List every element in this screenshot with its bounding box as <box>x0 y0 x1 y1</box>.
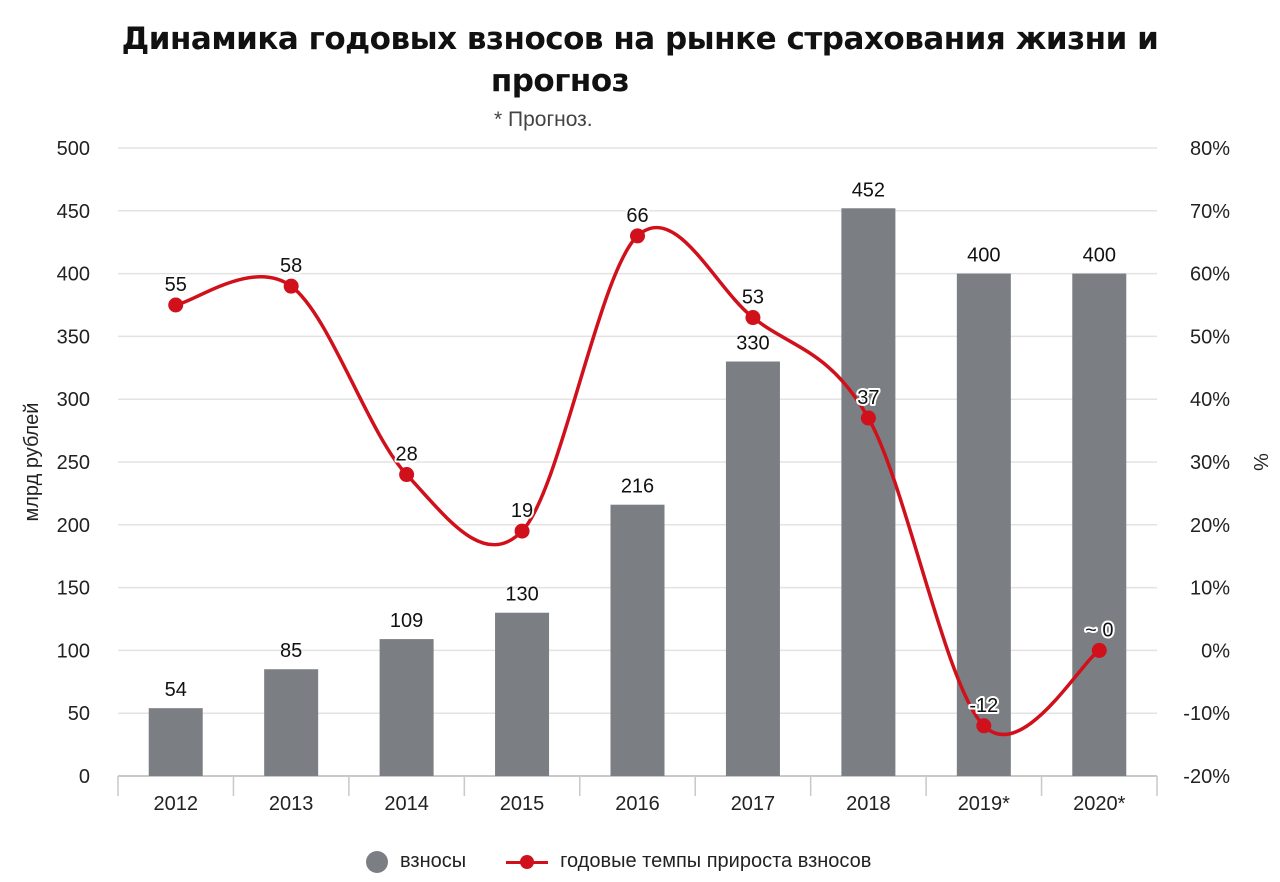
bar <box>379 639 434 776</box>
growth-point <box>1091 642 1107 658</box>
y2-tick-label: 60% <box>1190 264 1230 286</box>
growth-point <box>976 718 992 734</box>
y2-axis-title: % <box>1249 453 1271 471</box>
y2-tick-label: 20% <box>1190 515 1230 537</box>
bar <box>956 273 1011 776</box>
y2-tick-label: 40% <box>1190 389 1230 411</box>
y2-tick-label: 30% <box>1190 452 1230 474</box>
growth-point <box>399 467 415 483</box>
y2-tick-label: 70% <box>1190 201 1230 223</box>
y-tick-label: 450 <box>57 201 90 223</box>
y-tick-label: 200 <box>57 515 90 537</box>
y-tick-label: 100 <box>57 640 90 662</box>
growth-point <box>168 297 184 313</box>
bar-value-label: 452 <box>852 179 885 201</box>
bar <box>148 708 203 776</box>
y2-tick-label: 80% <box>1190 138 1230 160</box>
x-tick-label: 2016 <box>615 793 660 815</box>
y2-tick-label: 50% <box>1190 326 1230 348</box>
bar-value-label: 400 <box>1083 245 1116 267</box>
legend-item-bars: взносы <box>366 850 466 873</box>
y-tick-label: 350 <box>57 326 90 348</box>
y2-tick-label: 0% <box>1201 640 1230 662</box>
bar-value-label: 216 <box>621 476 654 498</box>
x-tick-label: 2020* <box>1073 793 1125 815</box>
x-tick-label: 2012 <box>153 793 198 815</box>
bar <box>610 504 665 776</box>
bar-value-label: 400 <box>967 245 1000 267</box>
growth-value-label: 66 <box>626 205 648 227</box>
y-tick-label: 250 <box>57 452 90 474</box>
bar <box>725 361 780 776</box>
growth-point <box>860 410 876 426</box>
y-tick-label: 300 <box>57 389 90 411</box>
x-tick-label: 2013 <box>269 793 314 815</box>
y-axis-title: млрд рублей <box>21 403 43 522</box>
bar <box>841 208 896 777</box>
x-tick-label: 2018 <box>846 793 891 815</box>
y2-tick-label: -20% <box>1183 766 1230 788</box>
growth-point <box>745 310 761 326</box>
growth-value-label: 53 <box>742 287 764 309</box>
y-tick-label: 50 <box>68 703 90 725</box>
growth-value-label: 58 <box>280 255 302 277</box>
x-tick-label: 2014 <box>384 793 429 815</box>
legend-item-line: годовые темпы прироста взносов <box>506 850 871 873</box>
y2-tick-label: -10% <box>1183 703 1230 725</box>
growth-value-label: 19 <box>511 500 533 522</box>
growth-value-label: -12 <box>969 695 998 717</box>
chart-title-line2: прогноз <box>490 63 630 99</box>
y2-tick-label: 10% <box>1190 578 1230 600</box>
bar-value-label: 109 <box>390 610 423 632</box>
y-tick-label: 150 <box>57 578 90 600</box>
growth-value-label: 37 <box>857 387 879 409</box>
chart-title: Динамика годовых взносов на рынке страхо… <box>0 18 1280 102</box>
chart-subtitle: * Прогноз. <box>494 108 593 131</box>
chart-title-line1: Динамика годовых взносов на рынке страхо… <box>121 21 1159 57</box>
bar-value-label: 85 <box>280 640 302 662</box>
bar <box>264 669 319 776</box>
legend: взносы годовые темпы прироста взносов <box>366 850 911 873</box>
growth-value-label: ~ 0 <box>1085 619 1113 641</box>
bar-value-label: 54 <box>165 679 187 701</box>
x-tick-label: 2019* <box>958 793 1010 815</box>
bar <box>495 612 550 776</box>
growth-point <box>514 523 530 539</box>
legend-bars-label: взносы <box>400 850 467 872</box>
growth-value-label: 28 <box>395 444 417 466</box>
x-tick-label: 2017 <box>731 793 776 815</box>
legend-bars-swatch <box>366 850 388 873</box>
bar-value-label: 330 <box>736 333 769 355</box>
y-tick-label: 0 <box>79 766 90 788</box>
y-tick-label: 500 <box>57 138 90 160</box>
legend-line-label: годовые темпы прироста взносов <box>560 850 872 872</box>
bar-value-label: 130 <box>505 584 538 606</box>
growth-value-label: 55 <box>165 274 187 296</box>
growth-point <box>630 228 645 244</box>
legend-line-swatch <box>506 851 549 873</box>
growth-point <box>283 278 299 294</box>
bar <box>1072 273 1127 776</box>
x-tick-label: 2015 <box>500 793 545 815</box>
y-tick-label: 400 <box>57 264 90 286</box>
